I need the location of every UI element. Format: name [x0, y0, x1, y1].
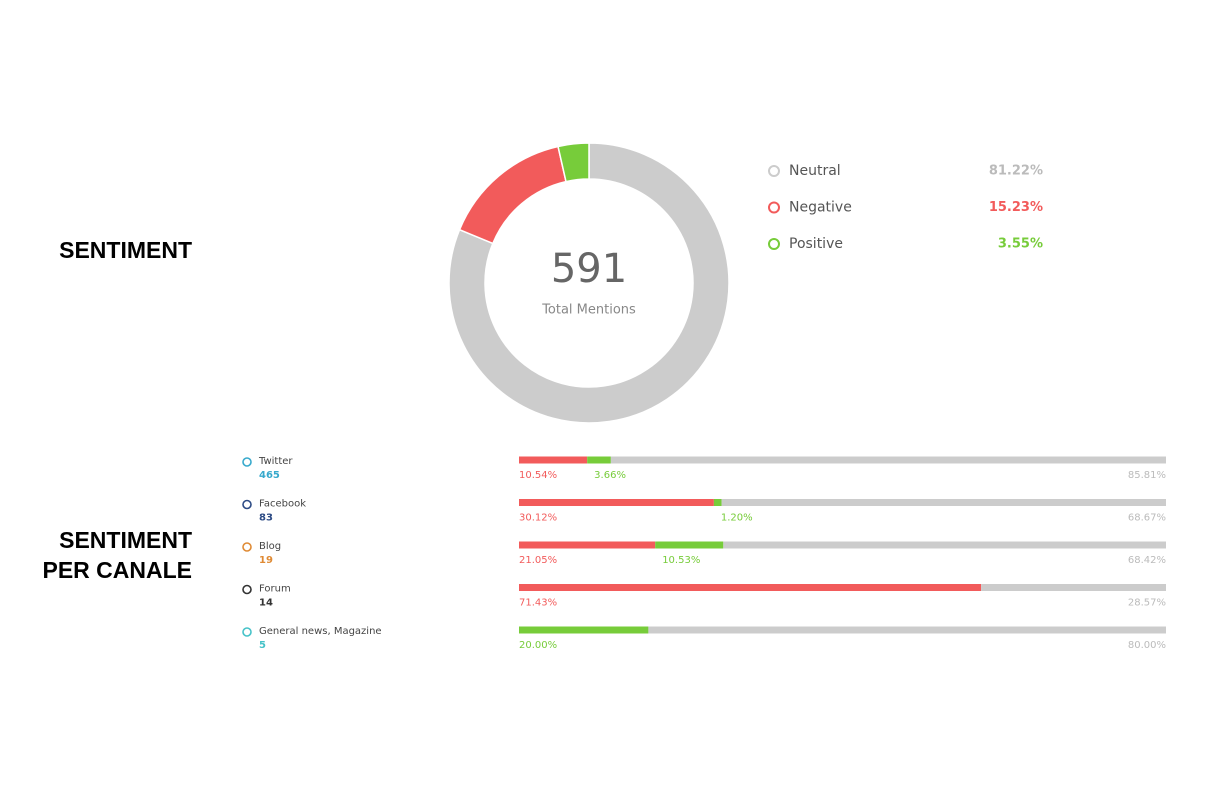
channel-name: General news, Magazine	[259, 626, 382, 637]
legend-label: Negative	[789, 200, 852, 216]
channel-marker	[242, 584, 252, 595]
legend-value: 15.23%	[989, 200, 1043, 215]
channel-count: 14	[259, 598, 273, 609]
legend-value: 3.55%	[998, 237, 1043, 252]
bar-label: 10.54%	[519, 470, 557, 481]
channel-count: 5	[259, 640, 266, 651]
channel-marker	[242, 457, 252, 467]
bar-segment	[519, 456, 588, 464]
channel-name: Twitter	[258, 456, 293, 467]
bar-label: 3.66%	[594, 470, 626, 481]
bar-label: 10.53%	[662, 555, 700, 566]
bar-segment	[519, 626, 649, 634]
legend-label: Positive	[789, 236, 843, 252]
donut-slice	[448, 142, 730, 424]
legend-marker	[768, 238, 780, 250]
bar-segment	[519, 541, 656, 549]
channel-name: Blog	[259, 541, 281, 552]
section-title: PER CANALE	[42, 557, 192, 583]
legend-value: 81.22%	[989, 164, 1043, 179]
channel-count: 83	[259, 513, 273, 524]
section-title: SENTIMENT	[59, 237, 192, 263]
bar-label: 20.00%	[519, 640, 557, 651]
bar-segment	[587, 456, 611, 464]
donut-slice	[557, 142, 590, 183]
bar-segment	[610, 456, 1166, 464]
channel-count: 19	[259, 555, 273, 566]
bar-segment	[721, 499, 1166, 506]
bar-label: 1.20%	[721, 513, 753, 524]
bar-label: 80.00%	[1128, 640, 1166, 651]
legend-label: Neutral	[789, 163, 841, 179]
section-title: SENTIMENT	[59, 527, 192, 553]
channel-name: Forum	[259, 584, 291, 595]
bar-label: 71.43%	[519, 598, 557, 609]
legend-marker	[768, 165, 780, 177]
bar-label: 28.57%	[1128, 598, 1166, 609]
total-label: Total Mentions	[541, 303, 636, 318]
channel-marker	[242, 627, 252, 637]
bar-label: 30.12%	[519, 513, 557, 524]
legend-marker	[768, 201, 780, 214]
channel-marker	[242, 542, 252, 552]
channel-name: Facebook	[259, 499, 306, 510]
channel-marker	[242, 499, 252, 510]
bar-segment	[713, 499, 722, 506]
channel-count: 465	[259, 470, 280, 481]
bar-segment	[981, 584, 1166, 591]
bar-segment	[519, 499, 714, 506]
bar-segment	[519, 584, 982, 591]
bar-label: 68.42%	[1128, 555, 1166, 566]
bar-label: 68.67%	[1128, 513, 1166, 524]
bar-segment	[648, 626, 1166, 634]
bar-label: 21.05%	[519, 555, 557, 566]
bar-segment	[655, 541, 724, 549]
total-value: 591	[551, 246, 627, 292]
bar-label: 85.81%	[1128, 470, 1166, 481]
donut-slice	[458, 145, 567, 245]
bar-segment	[723, 541, 1166, 549]
